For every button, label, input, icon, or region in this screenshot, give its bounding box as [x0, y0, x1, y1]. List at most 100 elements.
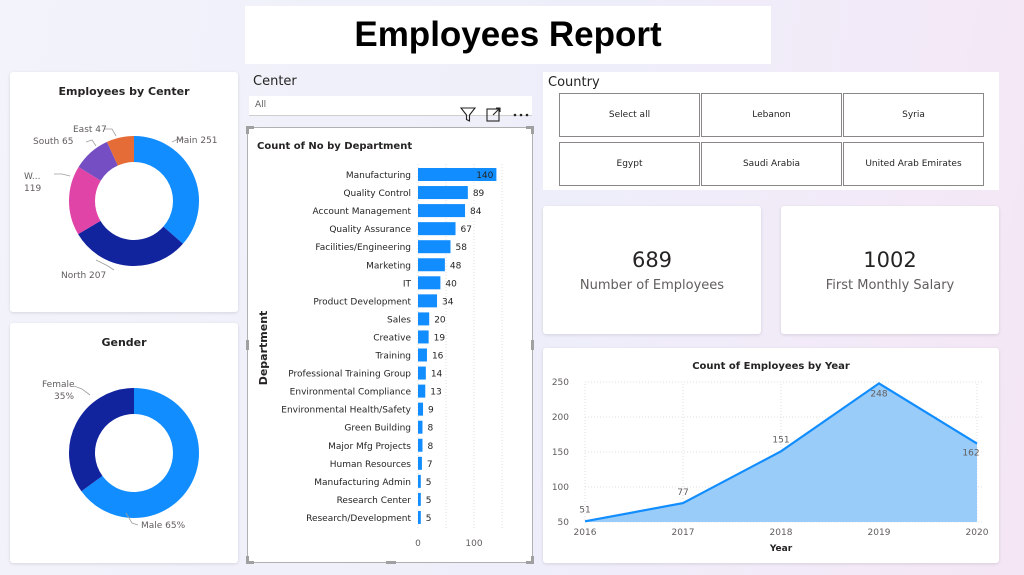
year-series-line[interactable]: [584, 382, 978, 523]
resize-handle[interactable]: [526, 126, 534, 129]
country-tile-select-all[interactable]: Select all: [559, 93, 700, 137]
resize-handle[interactable]: [246, 561, 254, 564]
country-tile-lebanon[interactable]: Lebanon: [701, 93, 842, 137]
department-bar[interactable]: [418, 294, 438, 308]
department-category-label: Marketing: [366, 261, 411, 271]
department-category-label: Manufacturing: [346, 171, 411, 181]
department-bar-value-label: 9: [428, 406, 434, 416]
center-label-east: East 47: [73, 125, 107, 135]
center-label-west-value: 119: [24, 184, 41, 194]
year-data-label: 151: [772, 435, 789, 445]
department-bar[interactable]: [418, 240, 451, 254]
y-tick-label: 50: [558, 518, 570, 528]
department-bar[interactable]: [418, 258, 445, 272]
resize-handle[interactable]: [531, 340, 534, 350]
resize-handle[interactable]: [246, 340, 249, 350]
country-tile-egypt[interactable]: Egypt: [559, 142, 700, 186]
kpi-first-monthly-salary[interactable]: 1002 First Monthly Salary: [781, 206, 999, 334]
y-tick-label: 100: [552, 483, 569, 493]
department-bar[interactable]: [418, 312, 430, 326]
center-donut-slice[interactable]: [78, 141, 119, 182]
x-tick-label: 100: [465, 539, 482, 549]
country-tile-saudi-arabia[interactable]: Saudi Arabia: [701, 142, 842, 186]
year-area-svg: Count of Employees by Year Year 50 100 150…: [552, 361, 989, 554]
department-category-label: Research/Development: [306, 514, 411, 524]
center-label-south: South 65: [33, 137, 73, 147]
department-bar[interactable]: [418, 366, 426, 380]
department-bar[interactable]: [418, 168, 497, 181]
department-bar-svg: Count of No by Department Department 0 10…: [257, 141, 503, 549]
center-donut-slice[interactable]: [133, 136, 199, 244]
department-category-label: Professional Training Group: [288, 370, 411, 380]
focus-mode-icon[interactable]: [486, 107, 501, 122]
employees-by-year-visual[interactable]: Count of Employees by Year Year 50 100 150…: [543, 348, 999, 563]
department-bar-value-label: 40: [445, 279, 457, 289]
department-bar[interactable]: [418, 474, 421, 488]
center-donut-slice[interactable]: [78, 220, 183, 266]
resize-handle[interactable]: [386, 561, 396, 564]
kpi-number-of-employees[interactable]: 689 Number of Employees: [543, 206, 761, 334]
gender-donut-svg: Female 35% Male 65%: [42, 380, 199, 531]
center-slicer: Center All: [245, 72, 533, 122]
more-options-icon[interactable]: [513, 113, 529, 117]
department-bar[interactable]: [418, 438, 423, 452]
department-bar[interactable]: [418, 348, 427, 362]
department-bar[interactable]: [418, 384, 426, 398]
department-bar[interactable]: [418, 492, 421, 506]
employees-by-center-visual[interactable]: Employees by Center Main 251 North 207 W…: [10, 72, 238, 312]
department-category-label: Product Development: [313, 297, 411, 307]
gender-visual[interactable]: Gender Female 35% Male 65%: [10, 323, 238, 563]
country-slicer: Country Select all Lebanon Syria Egypt S…: [543, 72, 999, 190]
department-bar[interactable]: [418, 402, 424, 416]
department-category-label: IT: [403, 279, 412, 289]
department-category-label: Environmental Compliance: [290, 388, 412, 398]
department-bar-value-label: 5: [426, 478, 432, 488]
kpi-salary-value: 1002: [863, 247, 917, 272]
resize-handle[interactable]: [246, 126, 254, 129]
x-tick-label: 0: [415, 539, 421, 549]
kpi-employees-value: 689: [631, 247, 673, 272]
department-bar-value-label: 20: [434, 315, 446, 325]
filter-icon[interactable]: [459, 107, 477, 122]
department-bar[interactable]: [418, 510, 421, 524]
department-bar-value-label: 5: [426, 496, 432, 506]
center-dropdown[interactable]: All: [249, 96, 532, 116]
center-donut-svg: Main 251 North 207 W... 119 South 65 Eas…: [24, 125, 218, 281]
department-category-label: Creative: [373, 333, 411, 343]
resize-handle[interactable]: [246, 556, 249, 564]
center-donut-slice[interactable]: [106, 136, 135, 166]
resize-handle[interactable]: [531, 126, 534, 134]
department-bar[interactable]: [418, 186, 468, 200]
department-bar[interactable]: [418, 420, 423, 434]
department-bar[interactable]: [418, 456, 422, 470]
department-category-label: Green Building: [344, 424, 411, 434]
department-category-label: Human Resources: [330, 460, 412, 470]
department-bar-value-label: 34: [442, 297, 454, 307]
gender-donut-slice[interactable]: [69, 388, 135, 492]
center-dropdown-value: All: [255, 100, 267, 110]
department-category-label: Account Management: [313, 207, 412, 217]
resize-handle[interactable]: [526, 561, 534, 564]
center-donut-slice[interactable]: [69, 167, 102, 235]
year-chart-title: Count of Employees by Year: [692, 361, 850, 372]
kpi-salary-label: First Monthly Salary: [825, 277, 955, 293]
center-slicer-title: Center: [253, 74, 297, 89]
resize-handle[interactable]: [246, 126, 249, 134]
department-bar-visual[interactable]: Count of No by Department Department 0 10…: [246, 126, 534, 564]
resize-handle[interactable]: [531, 556, 534, 564]
department-bar-value-label: 140: [476, 171, 493, 181]
year-data-label: 248: [870, 389, 887, 399]
country-slicer-title: Country: [548, 75, 600, 90]
gender-donut-slice[interactable]: [81, 388, 199, 518]
x-tick-label: 2020: [966, 528, 989, 538]
department-bar[interactable]: [418, 222, 456, 236]
department-bar-value-label: 84: [470, 207, 482, 217]
department-bar[interactable]: [418, 204, 466, 218]
country-tile-syria[interactable]: Syria: [843, 93, 984, 137]
center-label-west-name: W...: [24, 172, 40, 182]
x-tick-label: 2019: [868, 528, 891, 538]
department-bar-value-label: 16: [432, 352, 444, 362]
department-bar[interactable]: [418, 330, 429, 344]
country-tile-uae[interactable]: United Arab Emirates: [843, 142, 984, 186]
department-bar[interactable]: [418, 276, 441, 290]
